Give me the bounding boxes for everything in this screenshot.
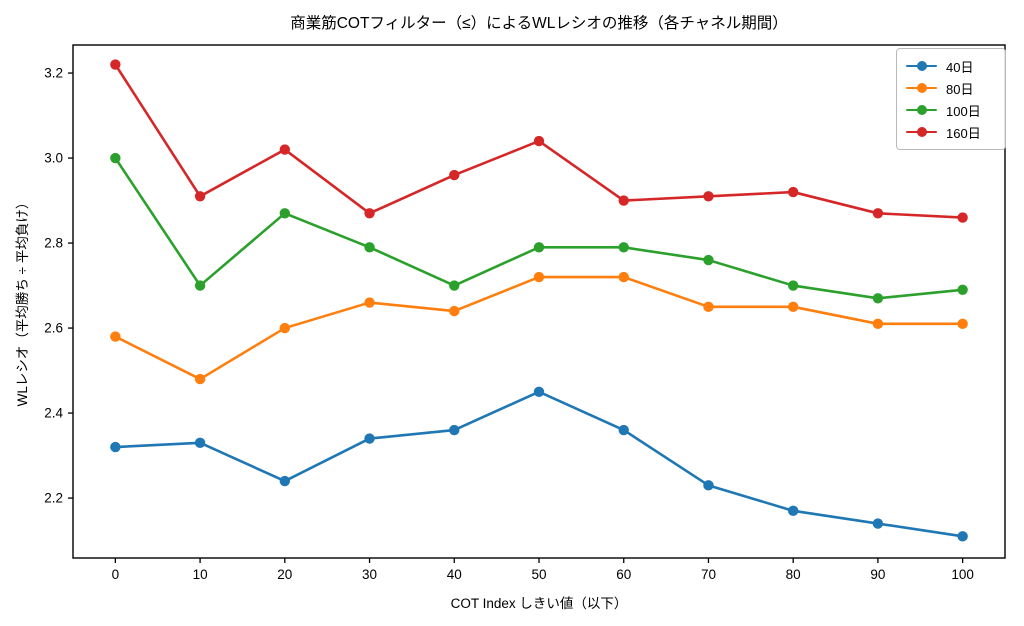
data-point-160日-x60 [618, 195, 629, 206]
y-tick-label: 2.2 [44, 491, 63, 506]
data-point-40日-x10 [194, 437, 206, 449]
legend-label: 100日 [946, 103, 981, 119]
data-point-100日-x90 [872, 293, 884, 304]
data-point-80日-x50 [533, 271, 545, 283]
x-tick-label: 20 [277, 567, 292, 582]
x-tick-label: 50 [531, 567, 546, 582]
data-point-160日-x0 [110, 59, 121, 70]
y-tick-label: 3.0 [44, 151, 63, 166]
data-point-80日-x30 [364, 297, 375, 308]
data-point-80日-x70 [703, 301, 714, 313]
data-point-80日-x90 [872, 318, 884, 330]
data-point-40日-x40 [449, 424, 460, 436]
data-point-80日-x40 [449, 305, 460, 317]
data-point-100日-x80 [787, 280, 799, 291]
legend-item-80日: 80日 [906, 77, 997, 99]
data-point-40日-x70 [703, 480, 714, 491]
data-point-80日-x60 [618, 271, 629, 283]
legend-label: 160日 [946, 125, 981, 141]
y-axis-label: WLレシオ（平均勝ち ÷ 平均負け） [15, 195, 30, 407]
x-tick-label: 40 [447, 567, 462, 582]
data-point-100日-x70 [703, 254, 714, 266]
data-point-80日-x20 [279, 322, 291, 334]
legend-line-marker-icon [906, 105, 937, 115]
data-point-160日-x80 [787, 186, 799, 198]
legend-line-marker-icon [906, 61, 937, 71]
y-tick-label: 2.6 [44, 321, 63, 336]
data-point-100日-x50 [533, 242, 545, 253]
data-point-40日-x0 [110, 441, 121, 453]
data-point-160日-x100 [957, 212, 968, 223]
data-point-40日-x50 [533, 386, 545, 398]
x-tick-label: 80 [786, 567, 801, 582]
x-axis-label: COT Index しきい値（以下） [450, 596, 628, 611]
data-point-100日-x60 [618, 242, 629, 253]
data-point-160日-x90 [872, 208, 884, 219]
data-point-40日-x100 [957, 531, 968, 542]
legend-item-100日: 100日 [906, 99, 997, 121]
x-tick-label: 70 [701, 567, 716, 582]
x-tick-label: 90 [870, 567, 885, 582]
chart-title: 商業筋COTフィルター（≤）によるWLレシオの推移（各チャネル期間） [290, 15, 788, 32]
legend-item-160日: 160日 [906, 121, 997, 143]
legend-label: 40日 [946, 59, 974, 75]
x-tick-label: 100 [951, 567, 974, 582]
data-point-40日-x20 [279, 475, 291, 487]
data-point-80日-x0 [110, 331, 121, 342]
legend-label: 80日 [946, 81, 974, 97]
y-tick-label: 2.4 [44, 406, 63, 421]
data-point-100日-x0 [110, 152, 121, 164]
legend-line-marker-icon [906, 83, 937, 93]
legend-line-marker-icon [906, 127, 937, 137]
data-point-160日-x10 [194, 191, 206, 202]
x-tick-label: 0 [112, 567, 120, 582]
y-tick-label: 3.2 [44, 66, 63, 81]
x-tick-label: 30 [362, 567, 377, 582]
x-tick-label: 10 [193, 567, 208, 582]
axes-frame [72, 44, 1006, 559]
data-point-160日-x30 [364, 208, 375, 219]
x-tick-label: 60 [616, 567, 631, 582]
data-point-100日-x30 [364, 242, 375, 253]
data-point-160日-x20 [279, 144, 291, 155]
data-point-100日-x20 [279, 208, 291, 219]
data-point-100日-x40 [449, 280, 460, 291]
data-point-100日-x10 [194, 280, 206, 291]
series-line-40日 [115, 390, 963, 538]
legend-item-40日: 40日 [906, 55, 997, 77]
data-point-40日-x30 [364, 433, 375, 444]
data-point-40日-x90 [872, 518, 884, 529]
data-point-100日-x100 [957, 284, 968, 296]
data-point-40日-x60 [618, 424, 629, 436]
legend: 40日 80日 100日 160日 [896, 48, 1006, 150]
data-point-160日-x40 [449, 169, 460, 181]
data-point-80日-x10 [194, 373, 206, 385]
data-point-160日-x50 [533, 135, 545, 147]
data-point-160日-x70 [703, 191, 714, 202]
data-point-40日-x80 [787, 505, 799, 517]
data-point-80日-x100 [957, 318, 968, 330]
y-tick-label: 2.8 [44, 236, 63, 251]
data-point-80日-x80 [787, 301, 799, 313]
